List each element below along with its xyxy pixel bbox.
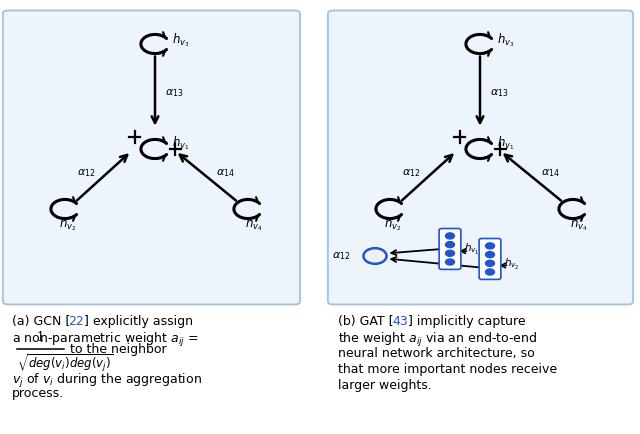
Text: $h_{v_1}$: $h_{v_1}$ bbox=[172, 135, 189, 152]
Text: the weight $a_{ij}$ via an end-to-end: the weight $a_{ij}$ via an end-to-end bbox=[338, 330, 537, 348]
Text: $h_{v_4}$: $h_{v_4}$ bbox=[570, 215, 588, 232]
Text: $\alpha_{13}$: $\alpha_{13}$ bbox=[164, 87, 183, 99]
Text: $\alpha_{13}$: $\alpha_{13}$ bbox=[490, 87, 508, 99]
Text: (a) GCN [: (a) GCN [ bbox=[12, 314, 70, 327]
Text: a non-parametric weight $a_{ij}$ =: a non-parametric weight $a_{ij}$ = bbox=[12, 330, 198, 348]
Text: larger weights.: larger weights. bbox=[338, 378, 432, 391]
Text: 22: 22 bbox=[68, 314, 84, 327]
Text: $h_{v_2}$: $h_{v_2}$ bbox=[504, 256, 520, 271]
Circle shape bbox=[445, 233, 454, 240]
Text: $\alpha_{14}$: $\alpha_{14}$ bbox=[541, 167, 560, 179]
Text: $\alpha_{12}$: $\alpha_{12}$ bbox=[77, 167, 96, 179]
Text: to the neighbor: to the neighbor bbox=[70, 343, 166, 356]
Circle shape bbox=[445, 242, 454, 248]
Circle shape bbox=[486, 261, 495, 267]
Text: $\alpha_{12}$: $\alpha_{12}$ bbox=[332, 250, 351, 261]
Text: (b) GAT [: (b) GAT [ bbox=[338, 314, 394, 327]
Text: that more important nodes receive: that more important nodes receive bbox=[338, 362, 557, 375]
FancyBboxPatch shape bbox=[479, 239, 501, 280]
Circle shape bbox=[445, 251, 454, 257]
FancyBboxPatch shape bbox=[3, 11, 300, 305]
FancyBboxPatch shape bbox=[328, 11, 633, 305]
Text: $\alpha_{14}$: $\alpha_{14}$ bbox=[216, 167, 236, 179]
Text: $\sqrt{deg(v_i)deg(v_j)}$: $\sqrt{deg(v_i)deg(v_j)}$ bbox=[17, 351, 113, 373]
Text: $h_{v_1}$: $h_{v_1}$ bbox=[497, 135, 515, 152]
Text: $v_j$ of $v_i$ during the aggregation: $v_j$ of $v_i$ during the aggregation bbox=[12, 371, 202, 389]
Text: $h_{v_3}$: $h_{v_3}$ bbox=[497, 32, 515, 49]
Text: 43: 43 bbox=[392, 314, 408, 327]
Text: $h_{v_3}$: $h_{v_3}$ bbox=[172, 32, 190, 49]
Text: $h_{v_1}$: $h_{v_1}$ bbox=[464, 242, 480, 257]
Circle shape bbox=[486, 252, 495, 258]
Text: ] explicitly assign: ] explicitly assign bbox=[84, 314, 193, 327]
Circle shape bbox=[445, 260, 454, 266]
Text: $h_{v_2}$: $h_{v_2}$ bbox=[383, 215, 401, 232]
Text: $h_{v_4}$: $h_{v_4}$ bbox=[245, 215, 262, 232]
Text: process.: process. bbox=[12, 386, 64, 399]
Text: 1: 1 bbox=[36, 330, 44, 343]
Text: ] implicitly capture: ] implicitly capture bbox=[408, 314, 525, 327]
Circle shape bbox=[486, 243, 495, 250]
FancyBboxPatch shape bbox=[439, 229, 461, 270]
Text: $\alpha_{12}$: $\alpha_{12}$ bbox=[403, 167, 421, 179]
Circle shape bbox=[486, 270, 495, 276]
Text: neural network architecture, so: neural network architecture, so bbox=[338, 346, 535, 359]
Text: $h_{v_2}$: $h_{v_2}$ bbox=[59, 215, 76, 232]
